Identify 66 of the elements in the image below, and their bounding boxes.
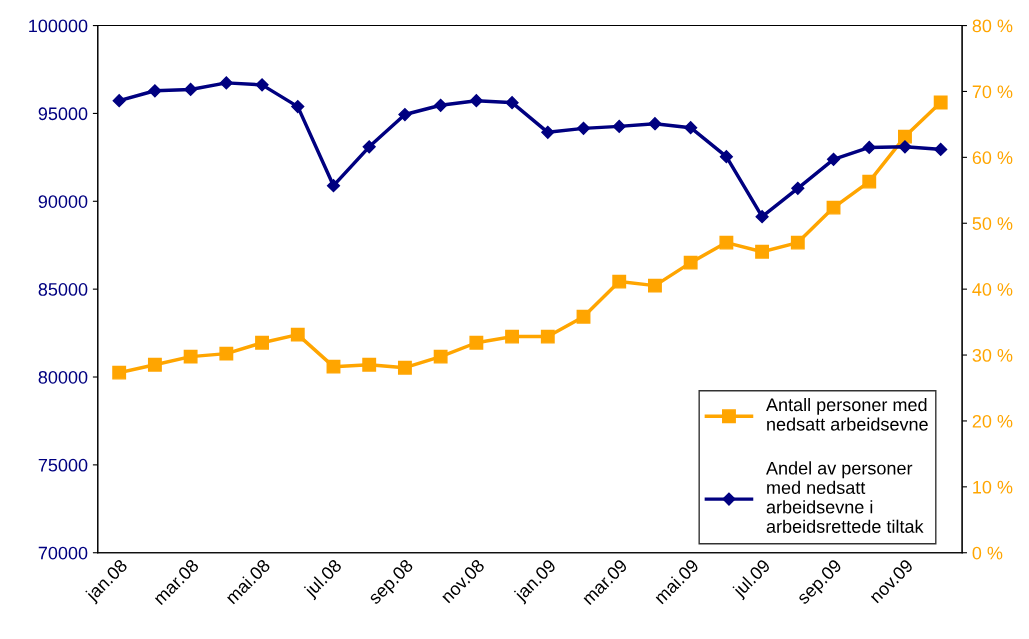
point [219,76,233,90]
point [219,346,234,361]
point [755,210,769,224]
point [862,140,876,155]
point [684,121,698,135]
y2-tick-label: 40 % [972,283,1013,296]
legend-label: Andel av personer med nedsatt arbeidsevne i arbeidsrettede tiltak [766,461,924,533]
point [112,94,126,108]
point [791,181,805,195]
point [326,179,341,193]
point [790,235,805,250]
point [576,121,591,135]
point [291,100,305,114]
point [683,255,698,270]
y-tick-label: 75000 [38,458,88,472]
point [826,200,841,215]
y-tick-label: 95000 [38,107,88,121]
point [826,152,841,166]
point [540,329,555,344]
y2-tick-label: 0 % [972,546,1003,560]
point [433,349,448,364]
point [719,235,734,250]
point [898,129,912,144]
y-tick-label: 85000 [38,283,88,296]
point [934,142,948,157]
point [326,359,341,374]
y2-tick-label: 60 % [972,151,1013,165]
point [398,107,412,122]
point [898,140,912,154]
point [362,357,377,372]
y2-tick-label: 80 % [972,19,1013,33]
y2-tick-label: 20 % [972,414,1013,428]
point [397,360,412,375]
point [505,329,520,344]
point [469,335,484,350]
y-tick-label: 70000 [38,546,88,560]
point [362,140,376,154]
point [648,278,662,293]
point [541,125,555,139]
point [469,94,483,108]
y-tick-label: 90000 [38,195,88,209]
y2-tick-label: 50 % [972,217,1013,230]
point [505,96,519,110]
y2-tick-label: 10 % [973,480,1013,494]
point [290,327,305,342]
point [719,150,733,164]
point [862,174,877,189]
point [112,365,127,380]
point [434,98,448,112]
point [255,335,269,350]
point [755,244,770,259]
point [147,357,162,372]
y-tick-label: 100000 [29,19,88,33]
point [648,117,662,131]
y-tick-label: 80000 [38,370,88,384]
point [933,95,948,110]
point [576,309,591,324]
point [612,119,626,133]
legend-label: Antall personer med nedsatt arbeidsevne [766,397,928,431]
point [148,84,162,98]
point [184,82,198,97]
point [612,274,627,289]
point [183,349,198,364]
y2-tick-label: 30 % [972,348,1013,362]
y2-tick-label: 70 % [972,85,1013,99]
point [255,78,269,92]
